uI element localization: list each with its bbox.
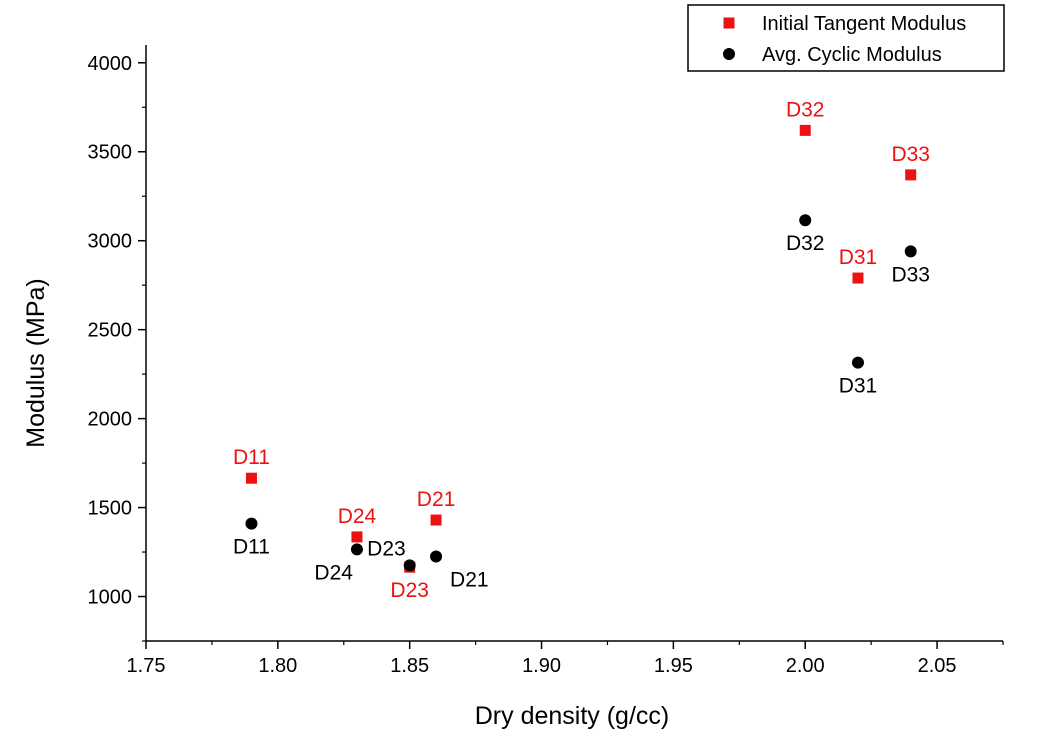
point-label: D32 — [786, 232, 825, 255]
x-tick-label: 1.75 — [127, 655, 166, 677]
point-label: D23 — [390, 579, 429, 602]
cyclic-modulus-point — [904, 245, 917, 258]
point-label: D23 — [367, 537, 406, 560]
point-label: D24 — [338, 505, 377, 528]
point-label: D11 — [233, 536, 270, 559]
point-label: D21 — [417, 488, 456, 511]
cyclic-modulus-point — [403, 559, 416, 572]
point-label: D32 — [786, 98, 825, 121]
y-tick-label: 3500 — [88, 142, 133, 164]
x-tick-label: 2.00 — [786, 655, 825, 677]
point-label: D33 — [891, 263, 930, 286]
point-label: D33 — [891, 143, 930, 166]
x-axis-title: Dry density (g/cc) — [475, 702, 669, 730]
tangent-modulus-point — [245, 472, 257, 484]
x-tick-label: 2.05 — [918, 655, 957, 677]
y-axis-title: Modulus (MPa) — [22, 278, 50, 448]
y-tick-label: 2500 — [88, 320, 133, 342]
data-points — [245, 124, 917, 573]
x-tick-label: 1.80 — [258, 655, 297, 677]
legend-square-marker — [723, 17, 735, 29]
tangent-modulus-point — [430, 514, 442, 526]
y-tick-label: 1000 — [88, 587, 133, 609]
y-tick-label: 2000 — [88, 409, 133, 431]
y-tick-label: 4000 — [88, 53, 133, 75]
tangent-modulus-point — [905, 169, 917, 181]
x-tick-label: 1.85 — [390, 655, 429, 677]
point-label: D31 — [839, 375, 878, 398]
cyclic-modulus-point — [245, 517, 258, 530]
point-label: D21 — [450, 568, 489, 591]
point-labels: D11 D24 D23 D21 D32 D31 D33 D11 D24 D23 D21 D32 D31 D… — [233, 98, 930, 602]
cyclic-modulus-point — [430, 550, 443, 563]
legend-box — [687, 4, 1005, 72]
legend-entry-label: Initial Tangent Modulus — [762, 13, 966, 35]
legend-circle-marker — [723, 48, 735, 60]
point-label: D31 — [839, 246, 878, 269]
legend-entry-label: Avg. Cyclic Modulus — [762, 44, 942, 66]
y-tick-label: 3000 — [88, 231, 133, 253]
legend: Initial Tangent Modulus Avg. Cyclic Modul… — [687, 4, 1005, 72]
cyclic-modulus-point — [851, 356, 864, 369]
y-tick-label: 1500 — [88, 498, 133, 520]
tangent-modulus-point — [351, 531, 363, 543]
x-tick-label: 1.90 — [522, 655, 561, 677]
tangent-modulus-point — [799, 124, 811, 136]
point-label: D11 — [233, 446, 270, 469]
tangent-modulus-point — [852, 272, 864, 284]
cyclic-modulus-point — [350, 543, 363, 556]
point-label: D24 — [314, 561, 353, 584]
axes: 1.75 1.80 1.85 1.90 1.95 2.00 2.05 1000 1500 2000… — [88, 45, 1004, 677]
x-tick-label: 1.95 — [654, 655, 693, 677]
cyclic-modulus-point — [799, 214, 812, 227]
